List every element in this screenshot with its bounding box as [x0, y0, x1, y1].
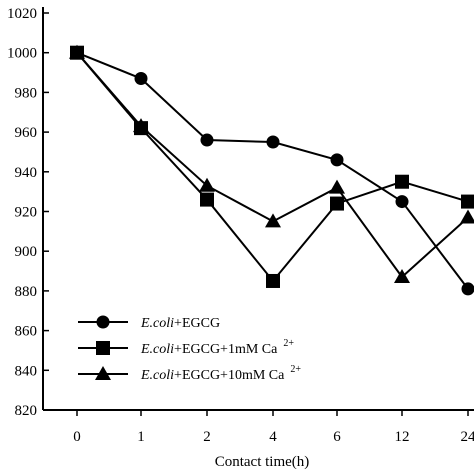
y-tick-label: 1020 [7, 6, 37, 22]
data-point-square [330, 196, 344, 211]
data-point-circle [266, 135, 280, 149]
y-tick-label: 840 [15, 363, 38, 379]
data-point-square [395, 174, 409, 189]
legend-item: E.coli+EGCG+10mM Ca 2+ [78, 364, 301, 383]
y-tick-label: 880 [15, 284, 38, 300]
y-tick-label: 900 [15, 244, 38, 260]
data-point-circle [395, 195, 409, 209]
legend-marker-triangle [95, 366, 111, 380]
data-point-triangle [460, 209, 474, 224]
series-2 [70, 45, 474, 288]
data-point-square [461, 194, 474, 209]
data-point-triangle [394, 269, 410, 284]
legend-item: E.coli+EGCG+1mM Ca 2+ [78, 338, 294, 357]
data-point-circle [134, 72, 148, 86]
data-point-triangle [199, 177, 215, 192]
x-tick-label: 24 [461, 429, 474, 445]
legend-label: E.coli+EGCG [140, 316, 220, 331]
data-point-triangle [69, 44, 85, 59]
y-tick-label: 940 [15, 165, 38, 181]
x-tick-label: 0 [73, 429, 81, 445]
x-axis-title: Contact time(h) [215, 454, 310, 470]
legend-label-italic: E.coli [140, 342, 174, 357]
legend-label-italic: E.coli [140, 368, 174, 383]
y-tick-label: 980 [15, 85, 38, 101]
y-tick-label: 920 [15, 205, 38, 221]
legend-label-superscript: 2+ [283, 338, 294, 349]
y-tick-label: 1000 [7, 46, 37, 62]
series-layer [69, 44, 474, 296]
legend-label-superscript: 2+ [290, 364, 301, 375]
legend-label-text: +EGCG [174, 316, 220, 331]
series-1 [70, 46, 474, 296]
legend-label-text: +EGCG+1mM Ca [174, 342, 278, 357]
legend-label: E.coli+EGCG+10mM Ca 2+ [140, 364, 301, 383]
y-tick-label: 960 [15, 125, 38, 141]
x-tick-label: 12 [395, 429, 410, 445]
y-tick-label: 860 [15, 324, 38, 340]
x-tick-label: 1 [137, 429, 145, 445]
series-3 [69, 44, 474, 284]
data-point-square [200, 192, 214, 207]
x-tick-label: 4 [269, 429, 277, 445]
x-tick-label: 6 [333, 429, 341, 445]
data-point-triangle [265, 213, 281, 228]
series-3-line [76, 52, 469, 279]
y-tick-label: 820 [15, 403, 38, 419]
data-point-circle [200, 133, 214, 147]
series-1-line [76, 51, 469, 290]
x-tick-label: 2 [203, 429, 211, 445]
data-point-circle [461, 282, 474, 296]
legend-marker-square [96, 341, 110, 355]
legend-marker-circle [96, 315, 110, 329]
legend-item: E.coli+EGCG [78, 315, 220, 331]
data-point-triangle [329, 179, 345, 194]
data-point-triangle [133, 118, 149, 133]
legend-label: E.coli+EGCG+1mM Ca 2+ [140, 338, 294, 357]
series-2-line [76, 52, 469, 283]
data-point-square [266, 273, 280, 288]
data-point-circle [330, 153, 344, 167]
legend-label-text: +EGCG+10mM Ca [174, 368, 285, 383]
legend-label-italic: E.coli [140, 316, 174, 331]
